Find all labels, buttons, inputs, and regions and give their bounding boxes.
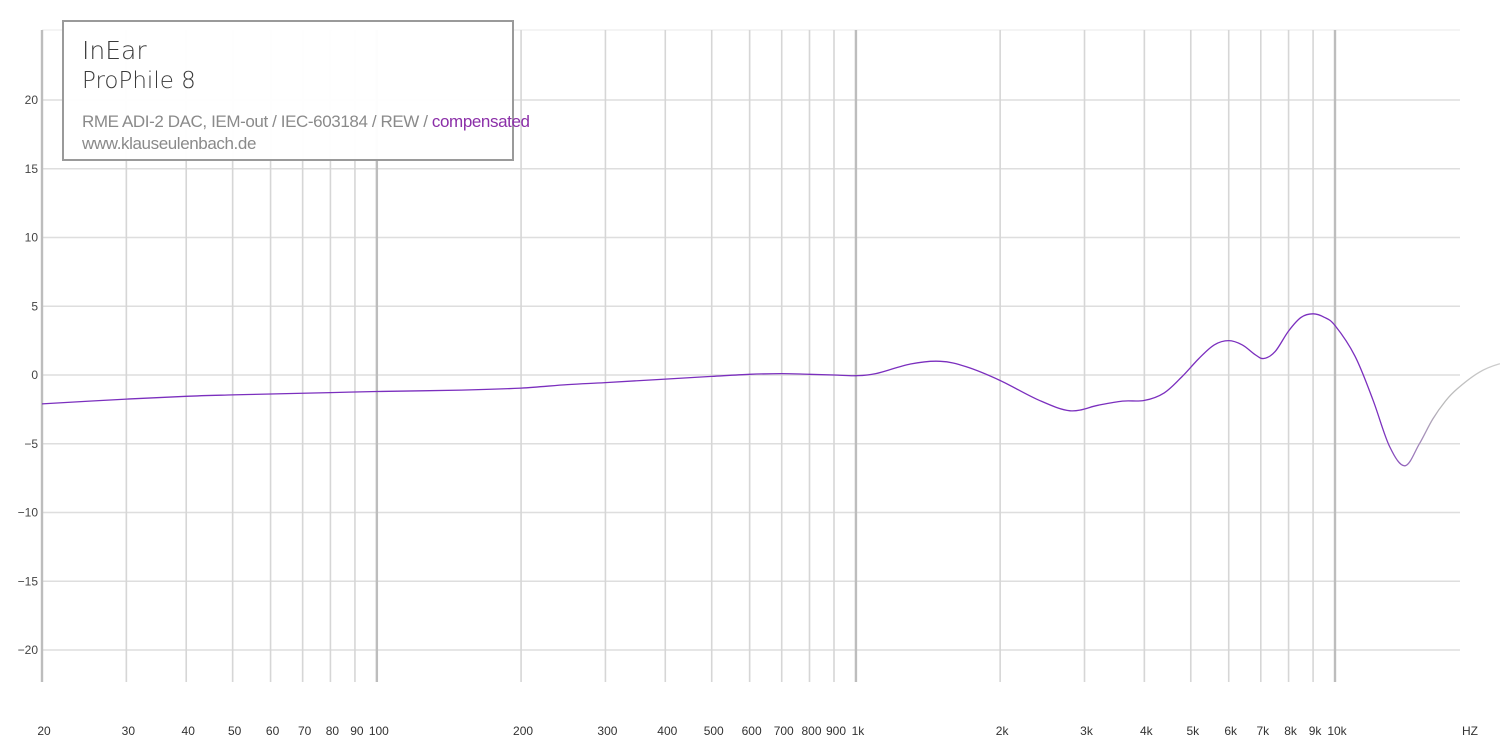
x-tick-label: 7k xyxy=(1256,724,1270,738)
y-tick-label: −20 xyxy=(18,643,39,657)
x-tick-label: 5k xyxy=(1186,724,1200,738)
x-tick-label: 600 xyxy=(742,724,762,738)
x-tick-label: 6k xyxy=(1224,724,1238,738)
legend-box: InEar ProPhile 8 RME ADI-2 DAC, IEM-out … xyxy=(62,20,530,161)
y-tick-label: −5 xyxy=(24,437,38,451)
y-axis-tick-labels: 20 15 10 5 0 −5 −10 −15 −20 xyxy=(18,93,39,657)
legend-setup: RME ADI-2 DAC, IEM-out / IEC-603184 / RE… xyxy=(82,112,530,132)
x-axis-unit-label: HZ xyxy=(1462,724,1478,738)
x-tick-label: 50 xyxy=(228,724,242,738)
x-tick-label: 1k xyxy=(852,724,866,738)
x-tick-label: 20 xyxy=(37,724,51,738)
y-tick-label: 5 xyxy=(31,299,38,313)
legend-compensation: compensated xyxy=(431,112,530,131)
legend-model: ProPhile 8 xyxy=(82,68,196,94)
x-tick-label: 60 xyxy=(266,724,280,738)
x-tick-label: 9k xyxy=(1309,724,1323,738)
x-tick-label: 70 xyxy=(298,724,312,738)
x-tick-label: 400 xyxy=(657,724,677,738)
series-line xyxy=(41,313,1500,467)
legend-website: www.klauseulenbach.de xyxy=(82,134,256,153)
x-tick-label: 30 xyxy=(122,724,136,738)
x-tick-label: 700 xyxy=(774,724,794,738)
x-tick-label: 8k xyxy=(1284,724,1298,738)
y-tick-label: 0 xyxy=(31,368,38,382)
y-tick-label: 20 xyxy=(25,93,39,107)
x-tick-label: 2k xyxy=(996,724,1010,738)
x-tick-label: 90 xyxy=(350,724,364,738)
x-tick-label: 80 xyxy=(326,724,340,738)
y-tick-label: −15 xyxy=(18,574,39,588)
x-tick-label: 900 xyxy=(826,724,846,738)
x-tick-label: 300 xyxy=(597,724,617,738)
legend-brand: InEar xyxy=(82,36,147,65)
x-tick-label: 100 xyxy=(369,724,389,738)
x-tick-label: 4k xyxy=(1140,724,1154,738)
x-tick-label: 3k xyxy=(1080,724,1094,738)
legend-setup-text: RME ADI-2 DAC, IEM-out / IEC-603184 / RE… xyxy=(82,112,428,131)
y-tick-label: 15 xyxy=(25,162,39,176)
x-tick-label: 200 xyxy=(513,724,533,738)
x-tick-label: 500 xyxy=(704,724,724,738)
y-tick-label: 10 xyxy=(25,231,39,245)
x-tick-label: 800 xyxy=(801,724,821,738)
y-tick-label: −10 xyxy=(18,506,39,520)
x-axis-tick-labels: 20 30 40 50 60 70 80 90 100 200 300 400 500 600 700 800… xyxy=(37,724,1347,738)
series-curves xyxy=(41,313,1500,467)
x-tick-label: 10k xyxy=(1327,724,1347,738)
x-tick-label: 40 xyxy=(182,724,196,738)
